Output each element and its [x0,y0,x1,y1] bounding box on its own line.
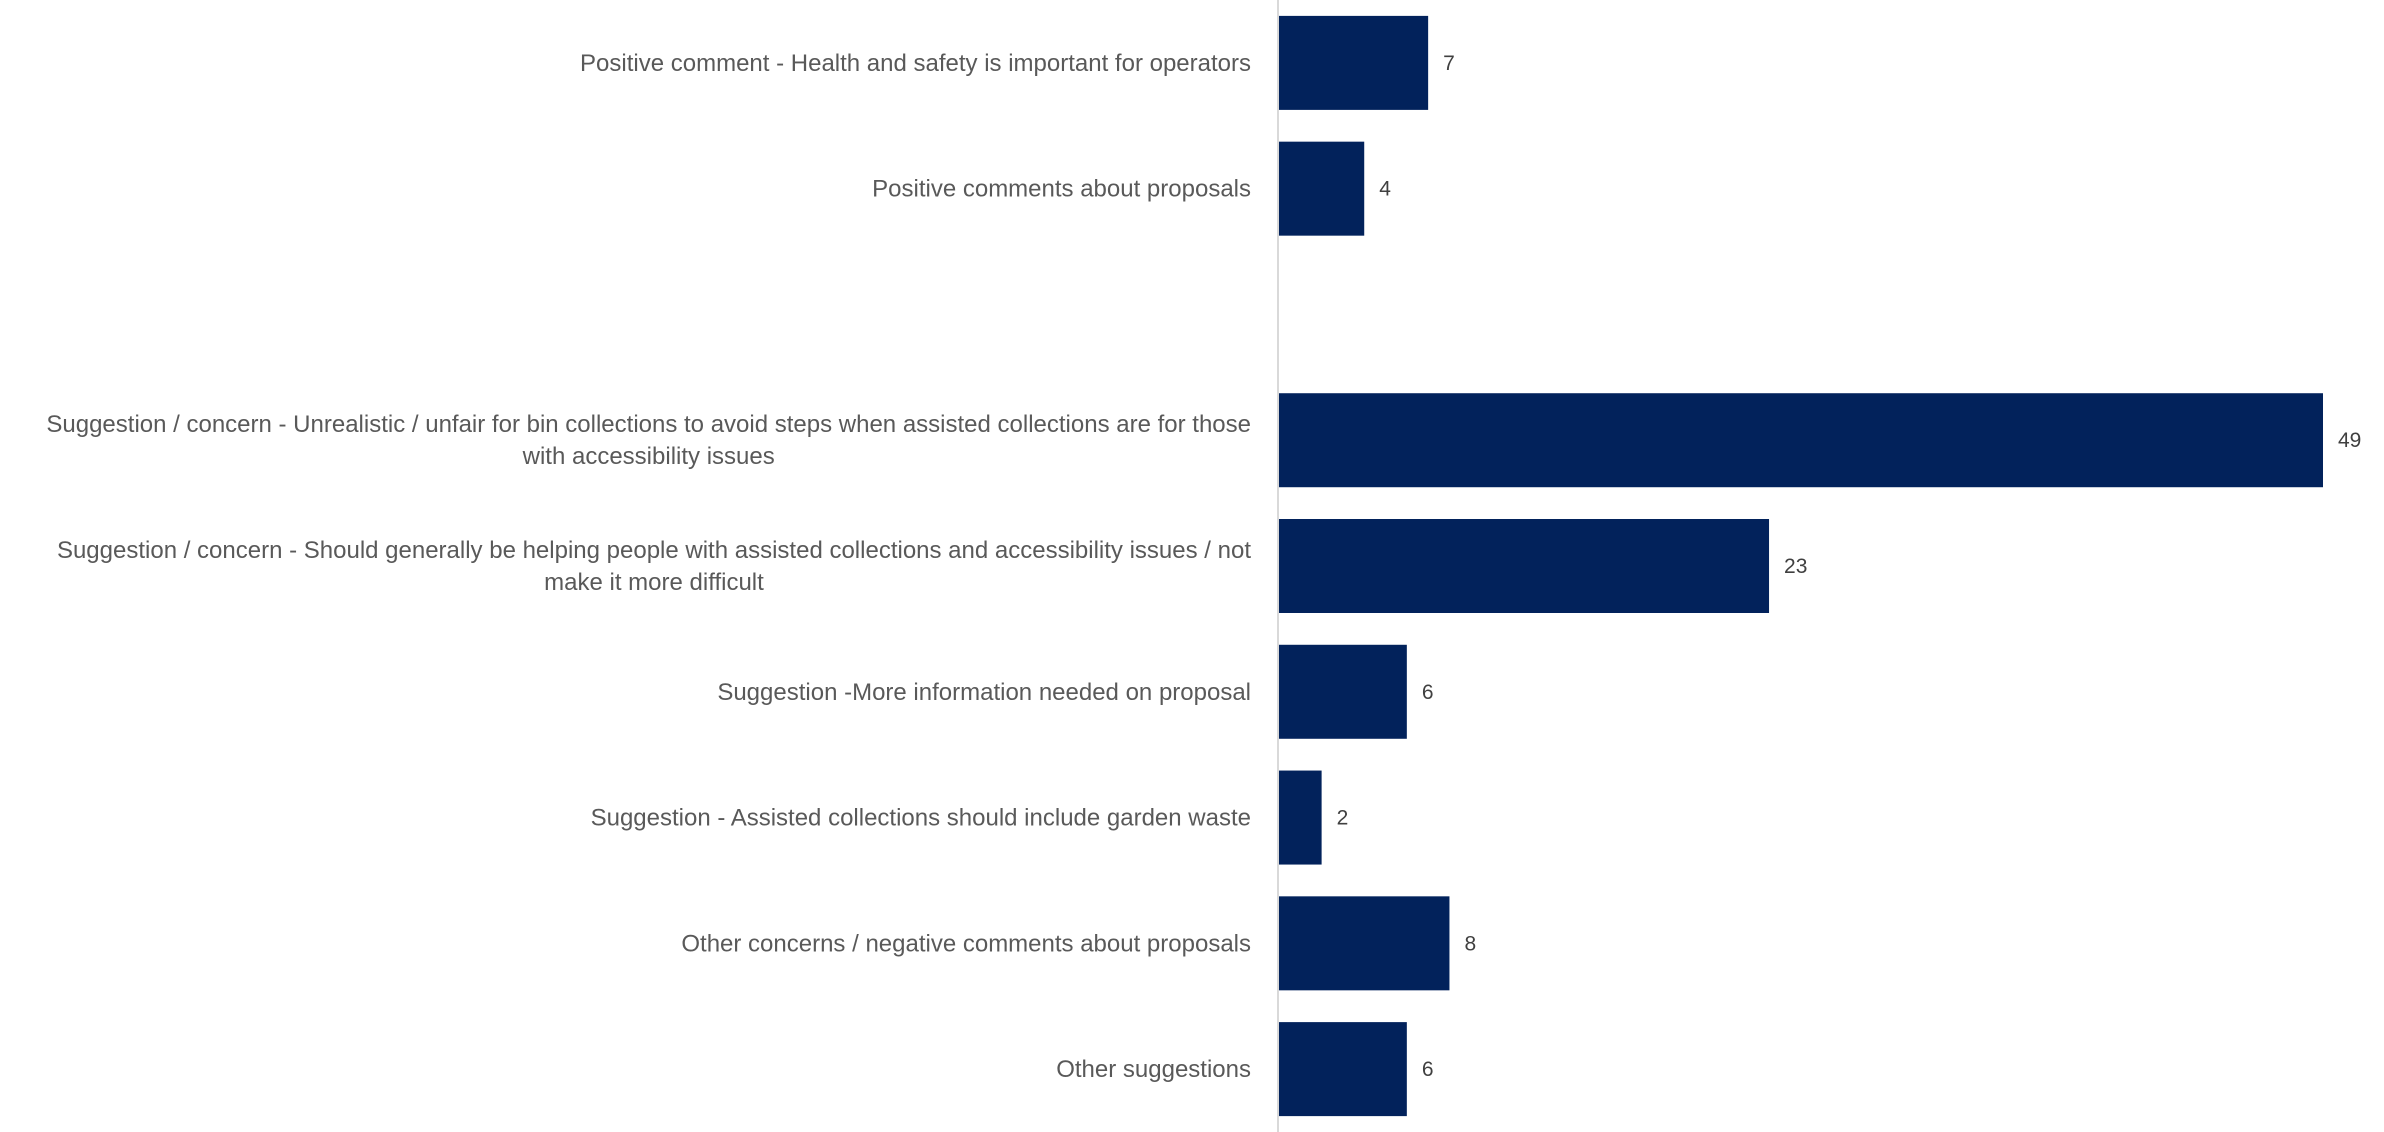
category-label-line: Positive comments about proposals [872,176,1251,203]
category-label: Suggestion / concern - Should generally … [57,537,1251,596]
category-label-line: Positive comment - Health and safety is … [580,50,1251,77]
bar [1279,141,1365,236]
data-label: 8 [1464,932,1476,955]
bar [1279,393,2323,488]
bar [1279,15,1429,110]
data-label: 7 [1443,52,1455,75]
data-label: 4 [1379,178,1391,201]
category-label: Other suggestions [1056,1056,1251,1083]
category-label: Suggestion -More information needed on p… [717,679,1251,706]
category-label: Positive comments about proposals [872,176,1251,203]
category-label-line: Other concerns / negative comments about… [681,930,1251,957]
category-label-line: with accessibility issues [522,443,775,470]
bar [1279,1022,1407,1117]
category-label: Positive comment - Health and safety is … [580,50,1251,77]
category-label-line: make it more difficult [544,569,764,596]
data-label: 23 [1784,555,1807,578]
category-label: Other concerns / negative comments about… [681,930,1251,957]
category-label-line: Suggestion / concern - Unrealistic / unf… [46,411,1251,438]
category-label-line: Suggestion -More information needed on p… [717,679,1251,706]
bar [1279,896,1450,991]
category-label: Suggestion / concern - Unrealistic / unf… [46,411,1251,470]
bar [1279,770,1322,865]
bar [1279,644,1407,739]
category-label-line: Suggestion / concern - Should generally … [57,537,1251,564]
data-label: 2 [1337,807,1349,830]
data-label: 6 [1422,681,1434,704]
category-label: Suggestion - Assisted collections should… [591,805,1251,832]
data-label: 6 [1422,1058,1434,1081]
category-label-line: Suggestion - Assisted collections should… [591,805,1251,832]
category-label-line: Other suggestions [1056,1056,1251,1083]
data-label: 49 [2338,429,2361,452]
bar [1279,519,1770,613]
